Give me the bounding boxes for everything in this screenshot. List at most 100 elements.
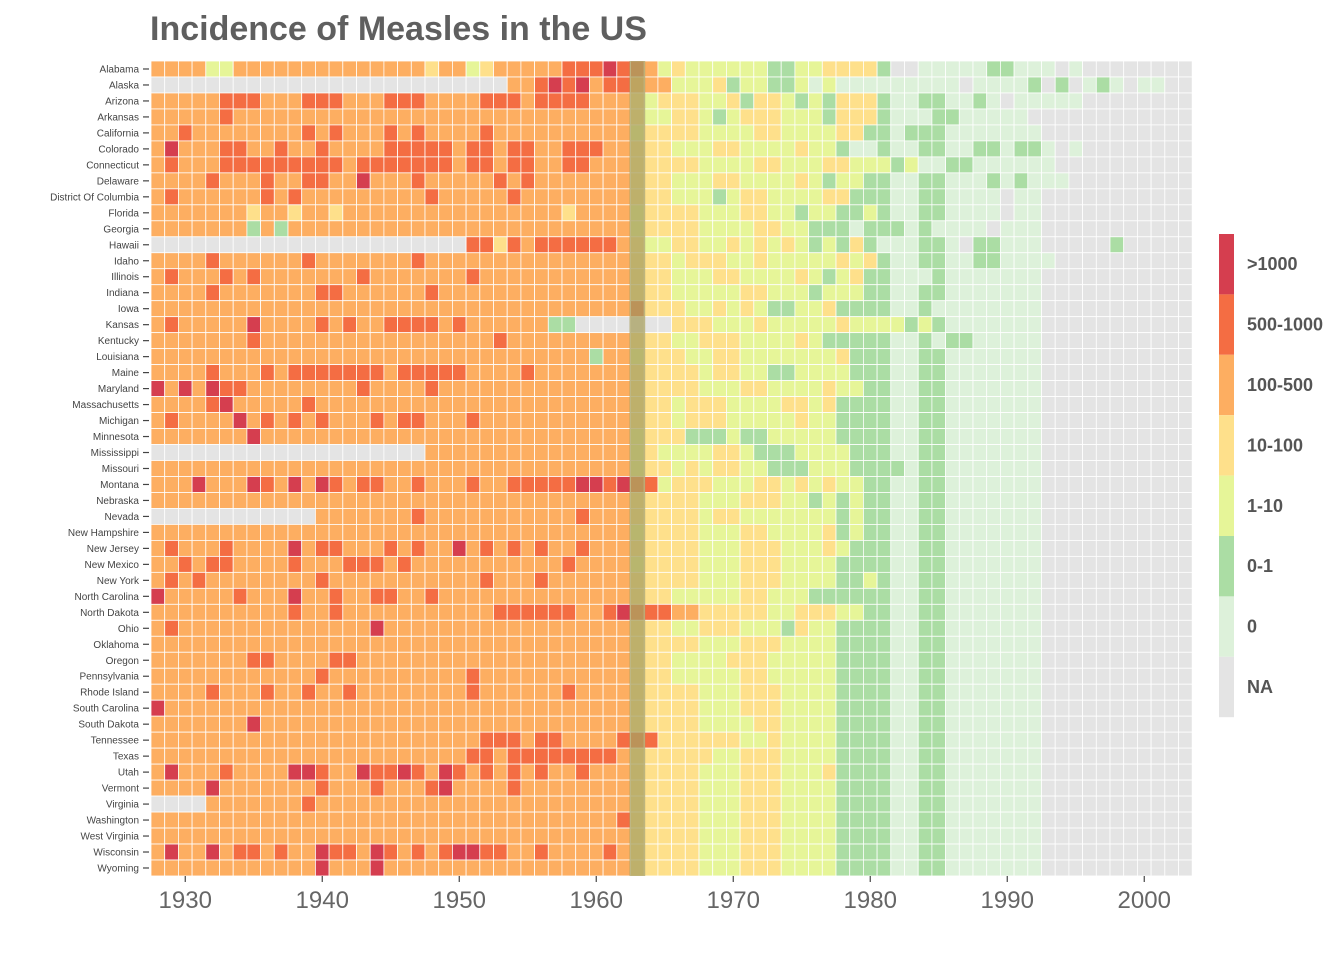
heatmap-cell bbox=[1068, 332, 1084, 350]
heatmap-cell bbox=[424, 811, 440, 829]
heatmap-cell bbox=[1068, 587, 1084, 605]
heatmap-cell bbox=[958, 619, 974, 637]
heatmap-cell bbox=[972, 859, 988, 877]
heatmap-cell bbox=[739, 859, 755, 877]
heatmap-cell bbox=[451, 587, 467, 605]
heatmap-cell bbox=[849, 524, 864, 541]
heatmap-cell bbox=[986, 587, 1001, 605]
heatmap-cell bbox=[739, 172, 755, 190]
heatmap-cell bbox=[177, 843, 193, 861]
heatmap-cell bbox=[1095, 316, 1111, 334]
heatmap-cell bbox=[767, 699, 782, 717]
heatmap-cell bbox=[479, 108, 494, 126]
heatmap-cell bbox=[383, 508, 398, 525]
heatmap-cell bbox=[1054, 763, 1070, 781]
heatmap-cell bbox=[1109, 444, 1125, 461]
heatmap-cell bbox=[1082, 667, 1097, 685]
state-label: Virginia bbox=[106, 800, 140, 811]
heatmap-cell bbox=[1000, 571, 1015, 589]
heatmap-cell bbox=[835, 172, 851, 190]
heatmap-cell bbox=[397, 619, 412, 637]
heatmap-cell bbox=[917, 651, 933, 669]
heatmap-cell bbox=[1178, 827, 1193, 845]
heatmap-cell bbox=[1013, 444, 1029, 461]
heatmap-cell bbox=[863, 619, 878, 637]
heatmap-cell bbox=[863, 156, 878, 174]
heatmap-cell bbox=[547, 380, 563, 397]
heatmap-cell bbox=[958, 268, 974, 286]
heatmap-cell bbox=[835, 332, 851, 350]
heatmap-cell bbox=[780, 108, 796, 126]
heatmap-cell bbox=[602, 731, 618, 749]
heatmap-cell bbox=[739, 140, 755, 158]
heatmap-cell bbox=[917, 811, 933, 829]
heatmap-cell bbox=[876, 76, 892, 94]
state-label: New Mexico bbox=[85, 560, 140, 571]
heatmap-cell bbox=[794, 460, 810, 477]
heatmap-cell bbox=[671, 124, 686, 142]
heatmap-cell bbox=[616, 300, 631, 318]
heatmap-cell bbox=[1178, 715, 1193, 733]
heatmap-cell bbox=[739, 396, 755, 413]
heatmap-cell bbox=[972, 412, 988, 429]
heatmap-cell bbox=[493, 476, 508, 493]
heatmap-cell bbox=[972, 843, 988, 861]
heatmap-cell bbox=[958, 140, 974, 158]
heatmap-cell bbox=[164, 571, 179, 589]
heatmap-cell bbox=[520, 380, 536, 397]
heatmap-cell bbox=[1068, 124, 1084, 142]
heatmap-cell bbox=[219, 859, 234, 877]
heatmap-cell bbox=[616, 428, 631, 445]
state-label: Oklahoma bbox=[93, 640, 139, 651]
heatmap-cell bbox=[150, 92, 166, 110]
heatmap-cell bbox=[863, 428, 878, 445]
heatmap-cell bbox=[767, 188, 782, 206]
heatmap-cell bbox=[684, 236, 700, 254]
heatmap-cell bbox=[205, 492, 220, 509]
heatmap-cell bbox=[451, 204, 467, 222]
heatmap-cell bbox=[479, 635, 494, 653]
heatmap-cell bbox=[1095, 444, 1111, 461]
heatmap-cell bbox=[698, 60, 714, 78]
heatmap-cell bbox=[1109, 124, 1125, 142]
heatmap-cell bbox=[698, 731, 714, 749]
heatmap-cell bbox=[451, 508, 467, 525]
heatmap-cell bbox=[273, 651, 289, 669]
heatmap-cell bbox=[534, 811, 549, 829]
heatmap-cell bbox=[465, 715, 481, 733]
heatmap-cell bbox=[753, 540, 768, 557]
heatmap-cell bbox=[273, 236, 289, 254]
heatmap-cell bbox=[506, 428, 522, 445]
heatmap-cell bbox=[684, 108, 700, 126]
heatmap-cell bbox=[547, 460, 563, 477]
heatmap-cell bbox=[356, 284, 371, 302]
heatmap-cell bbox=[465, 587, 481, 605]
heatmap-cell bbox=[177, 571, 193, 589]
heatmap-cell bbox=[164, 204, 179, 222]
heatmap-cell bbox=[753, 667, 768, 685]
heatmap-cell bbox=[1027, 444, 1042, 461]
heatmap-cell bbox=[260, 731, 275, 749]
heatmap-cell bbox=[205, 140, 220, 158]
heatmap-cell bbox=[451, 859, 467, 877]
heatmap-cell bbox=[273, 364, 289, 381]
heatmap-cell bbox=[273, 843, 289, 861]
heatmap-cell bbox=[1000, 555, 1015, 573]
heatmap-cell bbox=[301, 683, 316, 701]
heatmap-cell bbox=[890, 779, 905, 797]
heatmap-cell bbox=[177, 859, 193, 877]
heatmap-cell bbox=[794, 603, 810, 621]
heatmap-cell bbox=[356, 188, 371, 206]
heatmap-cell bbox=[191, 92, 207, 110]
heatmap-cell bbox=[575, 715, 590, 733]
heatmap-cell bbox=[150, 140, 166, 158]
heatmap-cell bbox=[1095, 156, 1111, 174]
heatmap-cell bbox=[438, 843, 453, 861]
heatmap-cell bbox=[1150, 843, 1166, 861]
heatmap-cell bbox=[479, 140, 494, 158]
heatmap-cell bbox=[726, 587, 741, 605]
heatmap-cell bbox=[657, 188, 673, 206]
heatmap-cell bbox=[506, 619, 522, 637]
heatmap-cell bbox=[356, 348, 371, 366]
heatmap-cell bbox=[273, 428, 289, 445]
